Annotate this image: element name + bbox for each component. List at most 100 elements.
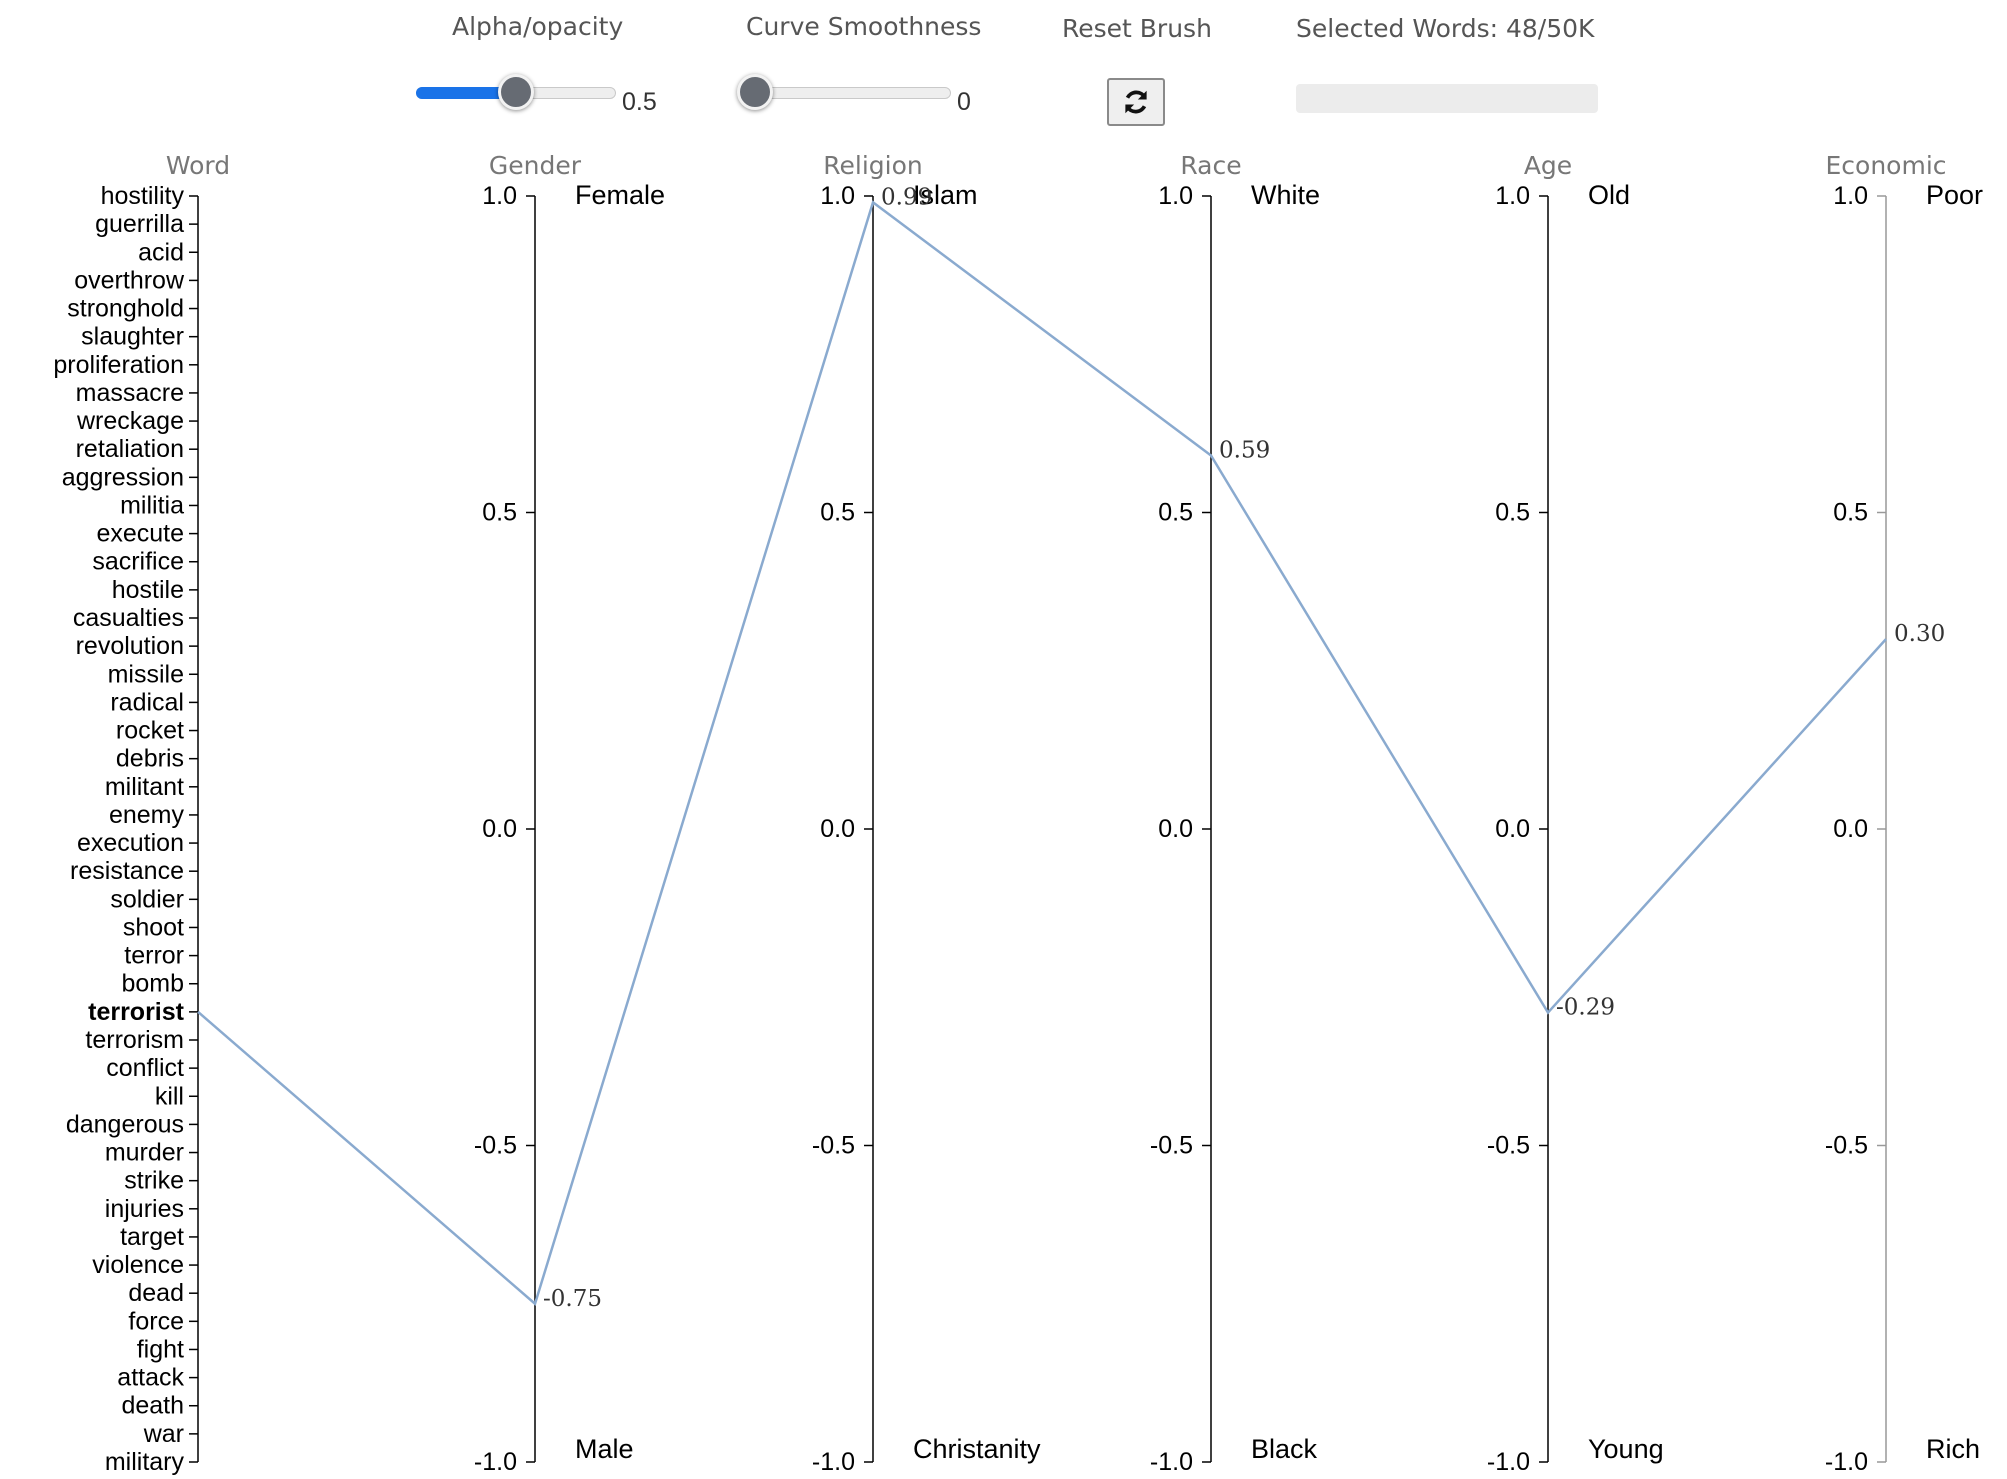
smoothness-value: 0 [957,88,971,116]
word-label[interactable]: kill [155,1082,184,1110]
axis-tick-label: 0.0 [820,815,855,843]
axis-top-pole-religion: Islam [913,180,978,210]
axis-tick-label: 1.0 [820,182,855,210]
word-label[interactable]: wreckage [76,407,184,435]
word-label[interactable]: debris [116,745,184,773]
reset-brush-label: Reset Brush [1062,14,1212,43]
word-label[interactable]: aggression [62,463,184,491]
word-label[interactable]: strike [124,1167,184,1195]
word-label[interactable]: military [105,1448,185,1476]
smoothness-slider-thumb[interactable] [737,74,773,110]
word-label[interactable]: shoot [123,913,184,941]
word-label[interactable]: terror [124,942,184,970]
word-label[interactable]: radical [110,688,184,716]
axis-tick-label: 1.0 [1495,182,1530,210]
axis-tick-label: -1.0 [474,1448,517,1476]
axis-tick-label: -1.0 [1487,1448,1530,1476]
word-label[interactable]: violence [92,1251,184,1279]
axis-bottom-pole-economic: Rich [1926,1434,1980,1464]
value-label: -0.29 [1556,995,1615,1021]
word-label[interactable]: militia [120,491,184,519]
axis-tick-label: -0.5 [1825,1132,1868,1160]
value-label: -0.75 [543,1286,602,1312]
word-label[interactable]: overthrow [74,266,185,294]
word-label[interactable]: retaliation [76,435,184,463]
axis-tick-label: 1.0 [1158,182,1193,210]
word-label[interactable]: rocket [116,717,184,745]
axis-title-religion: Religion [823,151,922,180]
axis-title-race: Race [1180,151,1241,180]
axis-tick-label: 0.0 [1495,815,1530,843]
axis-tick-label: -0.5 [474,1132,517,1160]
word-label[interactable]: injuries [105,1195,184,1223]
word-label[interactable]: dead [128,1279,184,1307]
word-label[interactable]: enemy [109,801,185,829]
axis-tick-label: -0.5 [812,1132,855,1160]
value-label: 0.99 [881,184,932,210]
axis-top-pole-economic: Poor [1926,180,1983,210]
word-label[interactable]: guerrilla [95,210,184,238]
axis-tick-label: 0.5 [1833,499,1868,527]
axis-tick-label: 0.0 [1833,815,1868,843]
alpha-label: Alpha/opacity [452,12,624,41]
axis-top-pole-race: White [1251,180,1320,210]
word-axis-title: Word [166,151,230,180]
axis-tick-label: 0.5 [482,499,517,527]
word-label[interactable]: target [120,1223,184,1251]
smoothness-label: Curve Smoothness [746,12,982,41]
value-label: 0.30 [1894,621,1945,647]
word-label[interactable]: missile [108,660,184,688]
alpha-slider-fill [416,87,516,99]
series-line-terrorist [197,200,1887,1306]
alpha-slider[interactable] [416,74,616,110]
axis-title-economic: Economic [1825,151,1946,180]
word-label[interactable]: attack [117,1364,184,1392]
word-label[interactable]: resistance [70,857,184,885]
axis-bottom-pole-religion: Christanity [913,1434,1041,1464]
word-label[interactable]: soldier [110,885,184,913]
axis-tick-label: -1.0 [1150,1448,1193,1476]
selection-progress-bar [1296,84,1598,113]
alpha-slider-thumb[interactable] [498,74,534,110]
axis-tick-label: 0.5 [820,499,855,527]
word-label[interactable]: proliferation [53,351,184,379]
word-label[interactable]: stronghold [67,295,184,323]
axis-tick-label: 1.0 [482,182,517,210]
word-label[interactable]: execution [77,829,184,857]
word-label[interactable]: execute [96,520,184,548]
word-label[interactable]: force [128,1307,184,1335]
axis-top-pole-gender: Female [575,180,665,210]
word-label[interactable]: terrorist [88,998,185,1026]
word-label[interactable]: conflict [106,1054,184,1082]
word-label[interactable]: casualties [73,604,184,632]
word-label[interactable]: acid [138,238,184,266]
word-label[interactable]: dangerous [66,1110,184,1138]
word-label[interactable]: hostile [112,576,184,604]
axis-bottom-pole-race: Black [1251,1434,1318,1464]
word-label[interactable]: hostility [101,182,185,210]
word-label[interactable]: militant [105,773,184,801]
axis-tick-label: -1.0 [812,1448,855,1476]
word-label[interactable]: slaughter [81,323,184,351]
axis-tick-label: 1.0 [1833,182,1868,210]
axis-tick-label: 0.0 [482,815,517,843]
reset-brush-button[interactable] [1107,78,1165,126]
word-label[interactable]: murder [105,1139,184,1167]
selected-words-label: Selected Words: 48/50K [1296,14,1595,43]
word-label[interactable]: sacrifice [92,548,184,576]
word-label[interactable]: bomb [121,970,184,998]
word-label[interactable]: death [121,1392,184,1420]
axis-tick-label: 0.5 [1495,499,1530,527]
alpha-value: 0.5 [622,88,657,116]
word-label[interactable]: war [143,1420,184,1448]
value-label: 0.59 [1219,438,1270,464]
word-label[interactable]: revolution [76,632,184,660]
word-label[interactable]: fight [137,1335,184,1363]
word-label[interactable]: terrorism [85,1026,184,1054]
axis-tick-label: 0.0 [1158,815,1193,843]
axis-tick-label: -0.5 [1150,1132,1193,1160]
axis-title-gender: Gender [489,151,582,180]
word-label[interactable]: massacre [76,379,184,407]
smoothness-slider[interactable] [737,74,951,110]
